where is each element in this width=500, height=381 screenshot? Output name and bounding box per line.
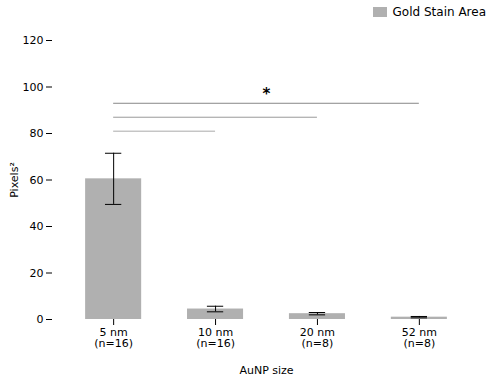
svg-text:40: 40 bbox=[30, 220, 44, 233]
svg-text:100: 100 bbox=[23, 81, 44, 94]
svg-text:20 nm(n=8): 20 nm(n=8) bbox=[300, 326, 335, 350]
svg-text:10 nm(n=16): 10 nm(n=16) bbox=[196, 326, 235, 350]
svg-text:0: 0 bbox=[37, 313, 44, 326]
html-text:Gold Stain Area: Gold Stain Area bbox=[392, 5, 486, 19]
svg-text:120: 120 bbox=[23, 34, 44, 47]
svg-text:Pixels²: Pixels² bbox=[8, 162, 21, 198]
svg-text:*: * bbox=[263, 85, 271, 103]
svg-text:5 nm(n=16): 5 nm(n=16) bbox=[94, 326, 133, 350]
svg-text:52 nm(n=8): 52 nm(n=8) bbox=[402, 326, 437, 350]
svg-text:AuNP size: AuNP size bbox=[239, 364, 293, 377]
svg-text:60: 60 bbox=[30, 174, 44, 187]
svg-text:80: 80 bbox=[30, 127, 44, 140]
svg-text:20: 20 bbox=[30, 267, 44, 280]
